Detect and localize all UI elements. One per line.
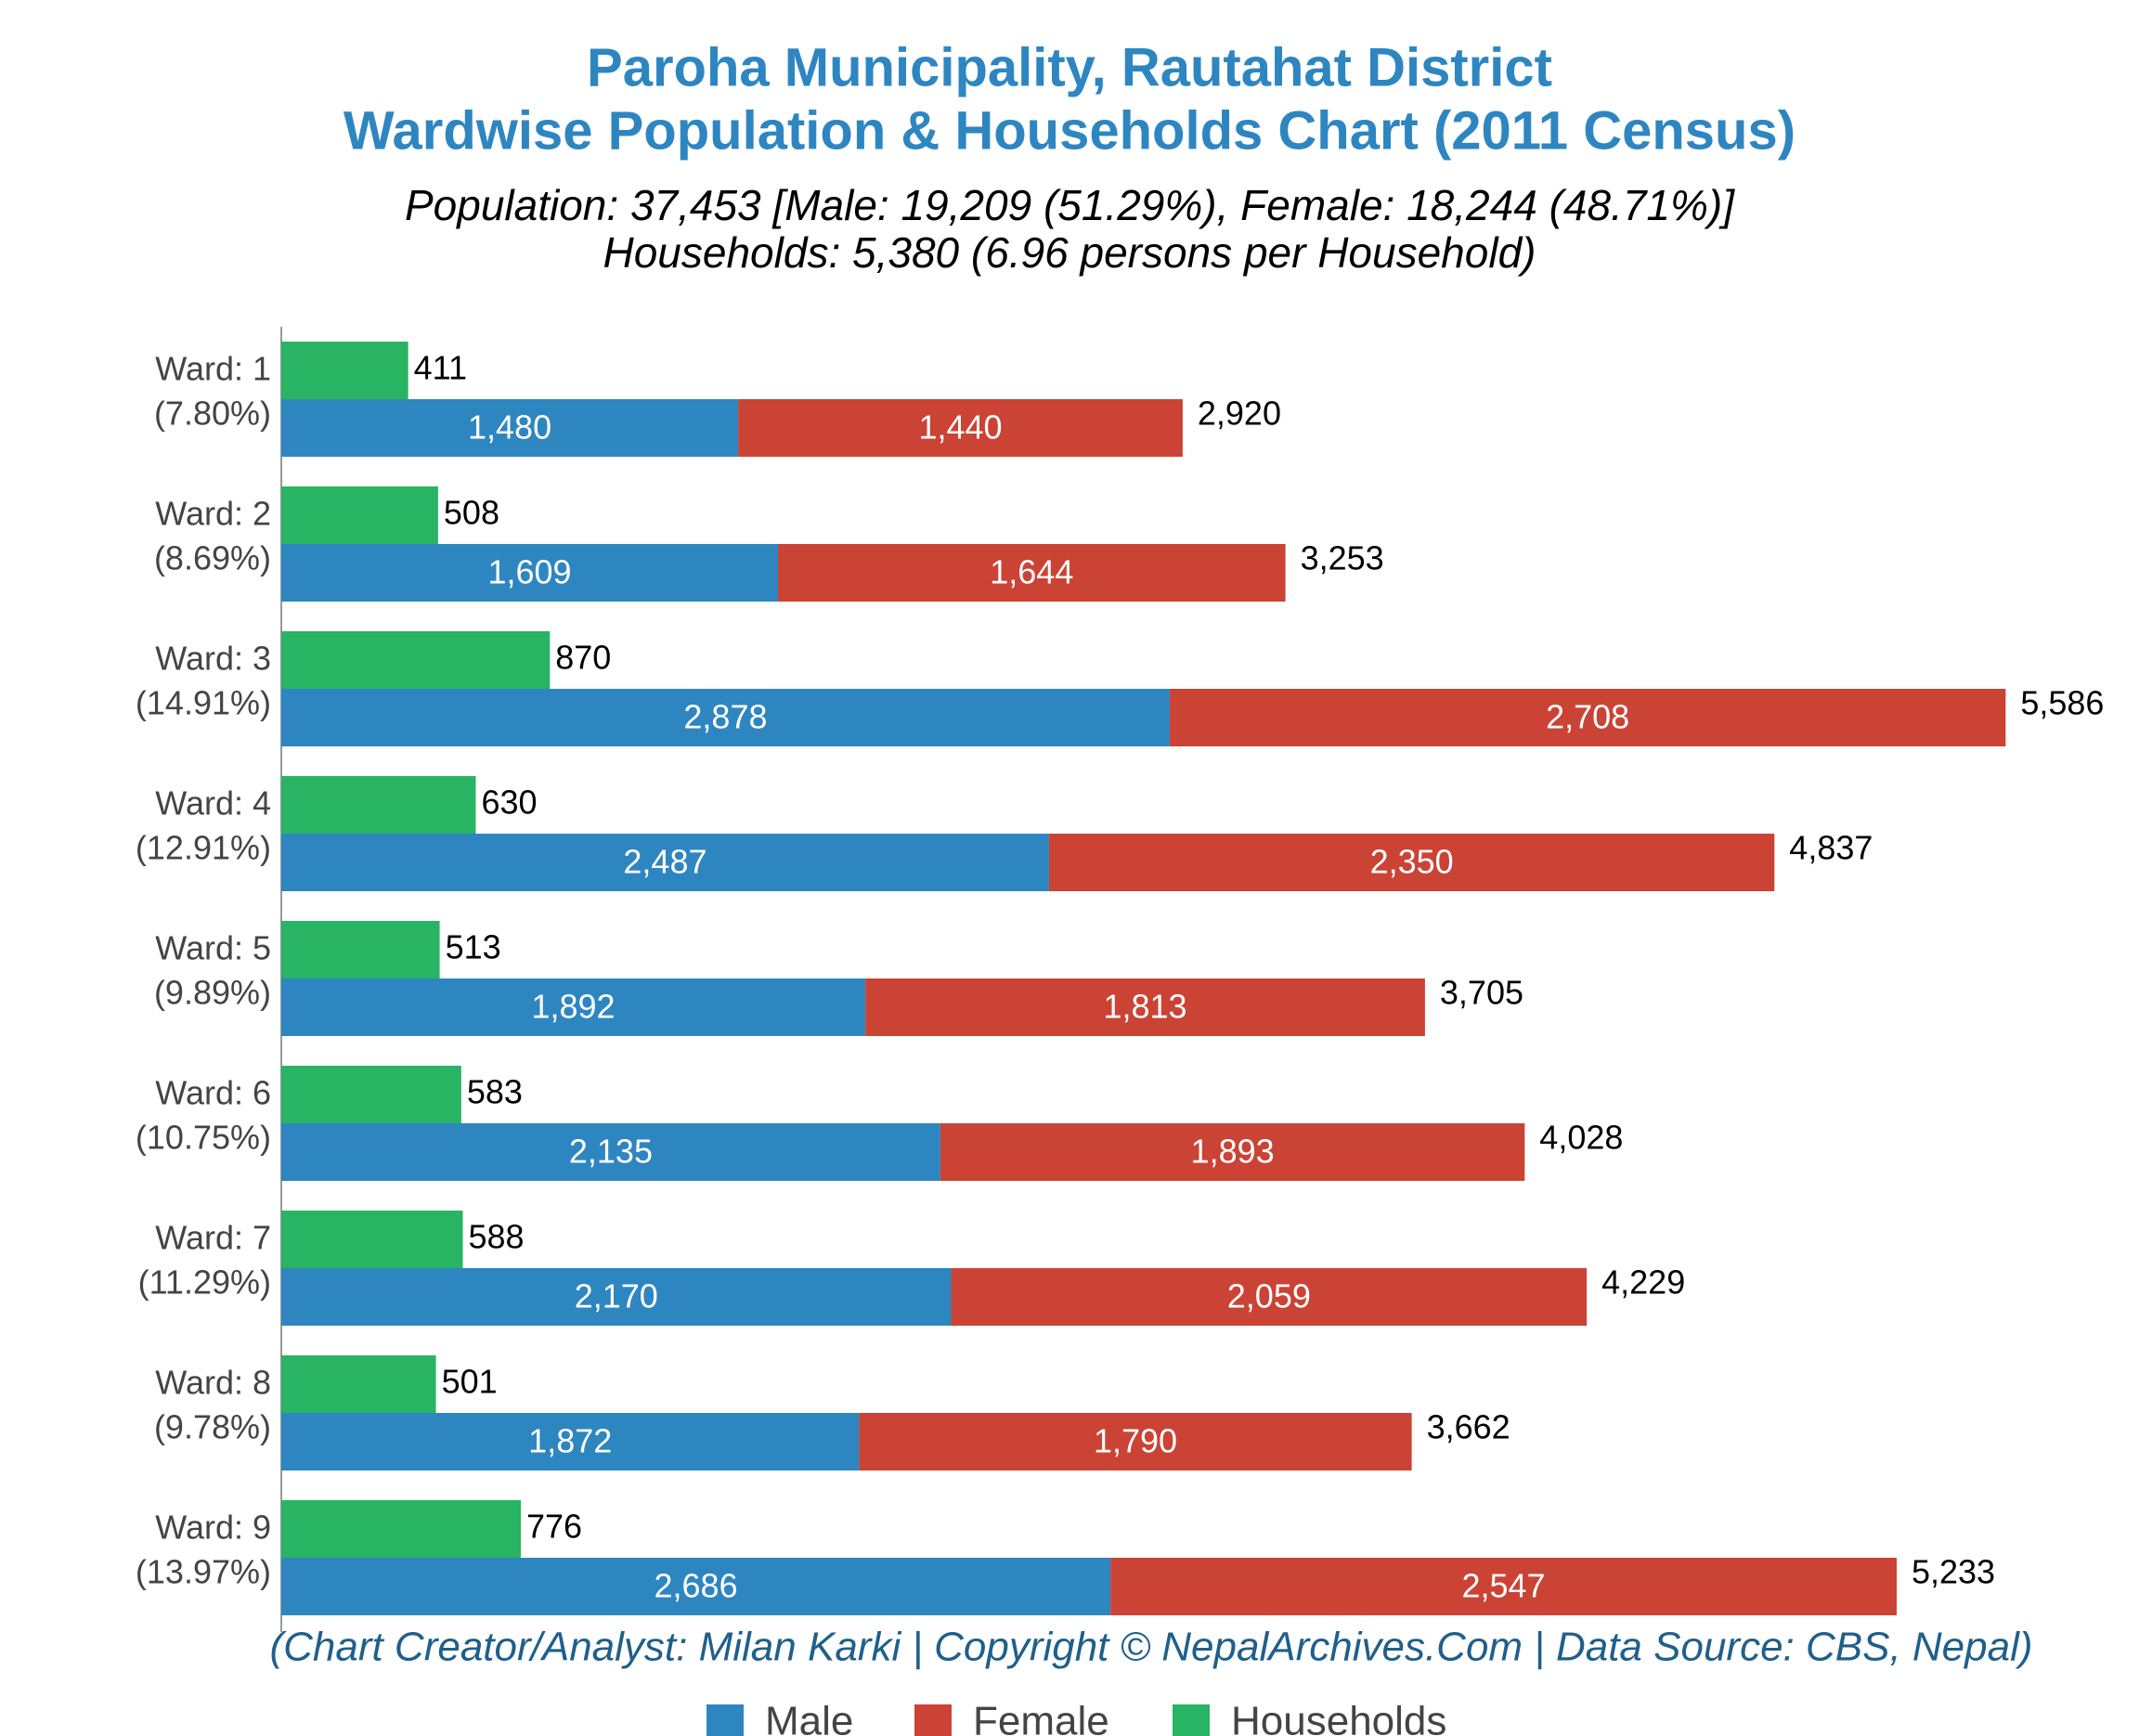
legend-label: Female (973, 1699, 1109, 1736)
legend-swatch (707, 1704, 744, 1736)
legend-label: Households (1231, 1699, 1446, 1736)
y-tick-label: (11.29%) (138, 1263, 271, 1302)
population-bar (281, 544, 778, 602)
household-bar (281, 486, 438, 544)
population-bar (281, 689, 1170, 746)
y-tick-label: (8.69%) (154, 539, 271, 577)
y-tick-label: (10.75%) (136, 1119, 271, 1157)
y-tick-label: Ward: 6 (155, 1074, 271, 1112)
household-bar (281, 1500, 522, 1558)
data-label: 630 (481, 784, 537, 822)
population-bar (865, 978, 1425, 1036)
data-label: 2,059 (1227, 1277, 1311, 1315)
credit: (Chart Creator/Analyst: Milan Karki | Co… (269, 1625, 2032, 1670)
y-tick-label: Ward: 8 (155, 1364, 271, 1402)
population-bar (859, 1413, 1412, 1470)
total-label: 3,253 (1301, 539, 1384, 577)
y-tick-label: Ward: 2 (155, 495, 271, 533)
data-label: 2,878 (683, 698, 767, 736)
y-tick-label: (13.97%) (136, 1553, 271, 1591)
data-label: 588 (469, 1218, 525, 1256)
legend-swatch (914, 1704, 952, 1736)
population-bar (940, 1123, 1525, 1181)
y-tick-label: Ward: 3 (155, 640, 271, 678)
data-label: 501 (442, 1363, 498, 1401)
data-label: 508 (444, 494, 499, 532)
data-label: 1,480 (468, 408, 551, 447)
household-bar (281, 631, 551, 689)
y-tick-label: Ward: 9 (155, 1509, 271, 1547)
data-label: 583 (467, 1073, 523, 1111)
y-tick-label: (14.91%) (136, 684, 271, 722)
chart-subtitle: Population: 37,453 [Male: 19,209 (51.29%… (405, 181, 1735, 229)
data-label: 513 (446, 928, 501, 966)
data-label: 2,170 (575, 1277, 658, 1315)
data-label: 2,487 (623, 843, 707, 881)
population-bar (281, 1413, 860, 1470)
y-tick-label: Ward: 4 (155, 784, 271, 823)
data-label: 776 (526, 1508, 582, 1546)
data-label: 1,440 (918, 408, 1002, 447)
household-bar (281, 1355, 436, 1413)
total-label: 4,837 (1789, 829, 1873, 867)
total-label: 3,705 (1440, 974, 1523, 1012)
household-bar (281, 342, 408, 399)
population-bar (281, 399, 739, 457)
data-label: 1,813 (1103, 988, 1186, 1026)
population-bar (777, 544, 1286, 602)
population-bar (1110, 1558, 1897, 1615)
y-tick-label: (9.89%) (154, 974, 271, 1012)
legend-swatch (1173, 1704, 1210, 1736)
chart-title: Wardwise Population & Households Chart (… (344, 100, 1795, 161)
household-bar (281, 776, 476, 834)
data-label: 1,790 (1094, 1422, 1177, 1460)
total-label: 5,233 (1912, 1553, 1995, 1591)
total-label: 4,028 (1539, 1119, 1623, 1157)
data-label: 870 (555, 639, 611, 677)
household-bar (281, 921, 440, 978)
population-bar (281, 1558, 1111, 1615)
data-label: 1,872 (528, 1422, 612, 1460)
population-bar (738, 399, 1183, 457)
total-label: 5,586 (2020, 684, 2104, 722)
population-bar (1169, 689, 2006, 746)
y-tick-label: (9.78%) (154, 1408, 271, 1446)
data-label: 2,350 (1370, 843, 1454, 881)
household-bar (281, 1066, 461, 1123)
population-bar (951, 1268, 1588, 1326)
data-label: 1,609 (487, 553, 571, 591)
population-bar (281, 1123, 940, 1181)
data-label: 1,892 (531, 988, 615, 1026)
y-tick-label: Ward: 1 (155, 350, 271, 388)
legend-label: Male (765, 1699, 853, 1736)
data-label: 1,893 (1191, 1133, 1275, 1171)
total-label: 4,229 (1601, 1263, 1685, 1302)
total-label: 3,662 (1427, 1408, 1510, 1446)
population-bar (281, 1268, 952, 1326)
population-bar (281, 834, 1049, 891)
data-label: 1,644 (990, 553, 1073, 591)
population-bar (281, 978, 866, 1036)
total-label: 2,920 (1198, 395, 1281, 433)
data-label: 2,708 (1546, 698, 1629, 736)
data-label: 2,686 (655, 1567, 738, 1605)
y-tick-label: Ward: 7 (155, 1219, 271, 1257)
y-tick-label: Ward: 5 (155, 929, 271, 967)
data-label: 2,135 (569, 1133, 653, 1171)
chart-title: Paroha Municipality, Rautahat District (587, 37, 1552, 97)
data-label: 2,547 (1461, 1567, 1545, 1605)
household-bar (281, 1211, 463, 1268)
chart-subtitle: Households: 5,380 (6.96 persons per Hous… (603, 228, 1536, 277)
data-label: 411 (414, 349, 467, 387)
y-tick-label: (7.80%) (154, 395, 271, 433)
population-bar (1048, 834, 1775, 891)
y-tick-label: (12.91%) (136, 829, 271, 867)
